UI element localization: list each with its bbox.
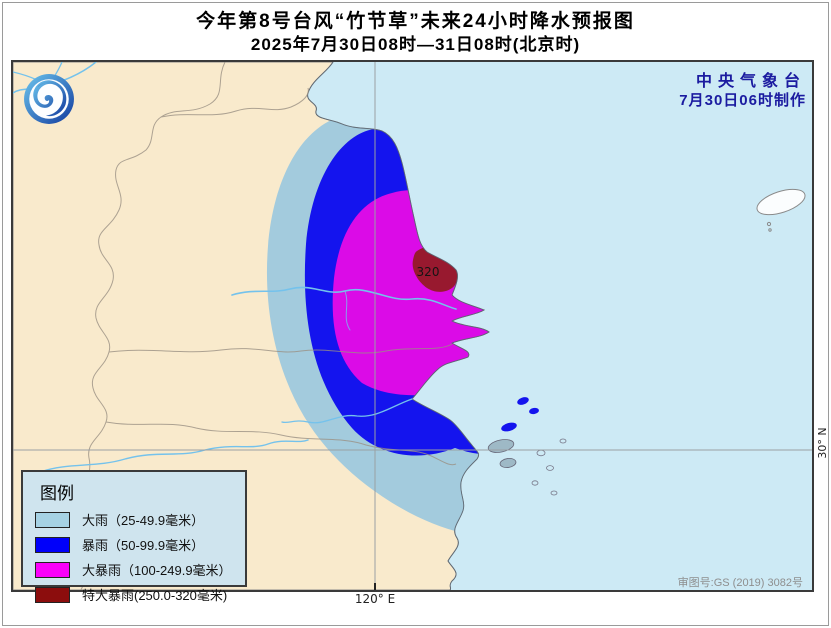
agency-block: 中央气象台 7月30日06时制作 bbox=[679, 72, 806, 111]
coastline bbox=[307, 62, 490, 590]
map-credit: 审图号:GS (2019) 3082号 bbox=[677, 577, 803, 589]
title-line1: 今年第8号台风“竹节草”未来24小时降水预报图 bbox=[196, 11, 635, 32]
rivers bbox=[13, 62, 457, 473]
legend-label-heavy-rain: 大雨（25-49.9毫米） bbox=[82, 513, 205, 528]
qiantang-river bbox=[281, 398, 413, 424]
lon-tick-mark bbox=[374, 583, 376, 590]
title-line2: 2025年7月30日08时—31日08时(北京时) bbox=[250, 34, 581, 54]
forecast-map: 320 bbox=[13, 62, 812, 590]
cma-logo bbox=[24, 74, 74, 124]
island-zhoushan bbox=[487, 439, 515, 453]
graticule bbox=[13, 62, 812, 590]
legend-label-extreme-rainstorm: 特大暴雨(250.0-320毫米) bbox=[82, 588, 228, 603]
agency-name: 中央气象台 bbox=[695, 73, 806, 90]
legend-swatch-extreme-rainstorm bbox=[35, 586, 70, 603]
legend-label-rainstorm: 暴雨（50-99.9毫米） bbox=[82, 538, 205, 553]
agency-issue-time: 7月30日06时制作 bbox=[679, 92, 806, 110]
islands bbox=[487, 188, 806, 496]
legend-title: 图例 bbox=[40, 484, 74, 503]
legend-swatch-rainstorm bbox=[35, 536, 70, 553]
lat-label: 30° N bbox=[816, 427, 829, 459]
legend-swatch-heavy-rainstorm bbox=[35, 561, 70, 578]
max-rainfall-label: 320 bbox=[417, 265, 440, 279]
legend-label-heavy-rainstorm: 大暴雨（100-249.9毫米） bbox=[82, 563, 232, 578]
legend-box: 图例 大雨（25-49.9毫米） 暴雨（50-99.9毫米） 大暴雨（100-2… bbox=[21, 470, 247, 603]
legend-row-heavy-rainstorm: 大暴雨（100-249.9毫米） bbox=[35, 560, 245, 579]
map-title: 今年第8号台风“竹节草”未来24小时降水预报图 2025年7月30日08时—31… bbox=[0, 10, 831, 56]
legend-row-rainstorm: 暴雨（50-99.9毫米） bbox=[35, 535, 245, 554]
lon-label: 120° E bbox=[354, 592, 396, 606]
island-offshore-white bbox=[756, 188, 806, 216]
legend-row-heavy-rain: 大雨（25-49.9毫米） bbox=[35, 510, 245, 529]
legend-swatch-heavy-rain bbox=[35, 511, 70, 528]
legend-row-extreme-rainstorm: 特大暴雨(250.0-320毫米) bbox=[35, 585, 245, 604]
